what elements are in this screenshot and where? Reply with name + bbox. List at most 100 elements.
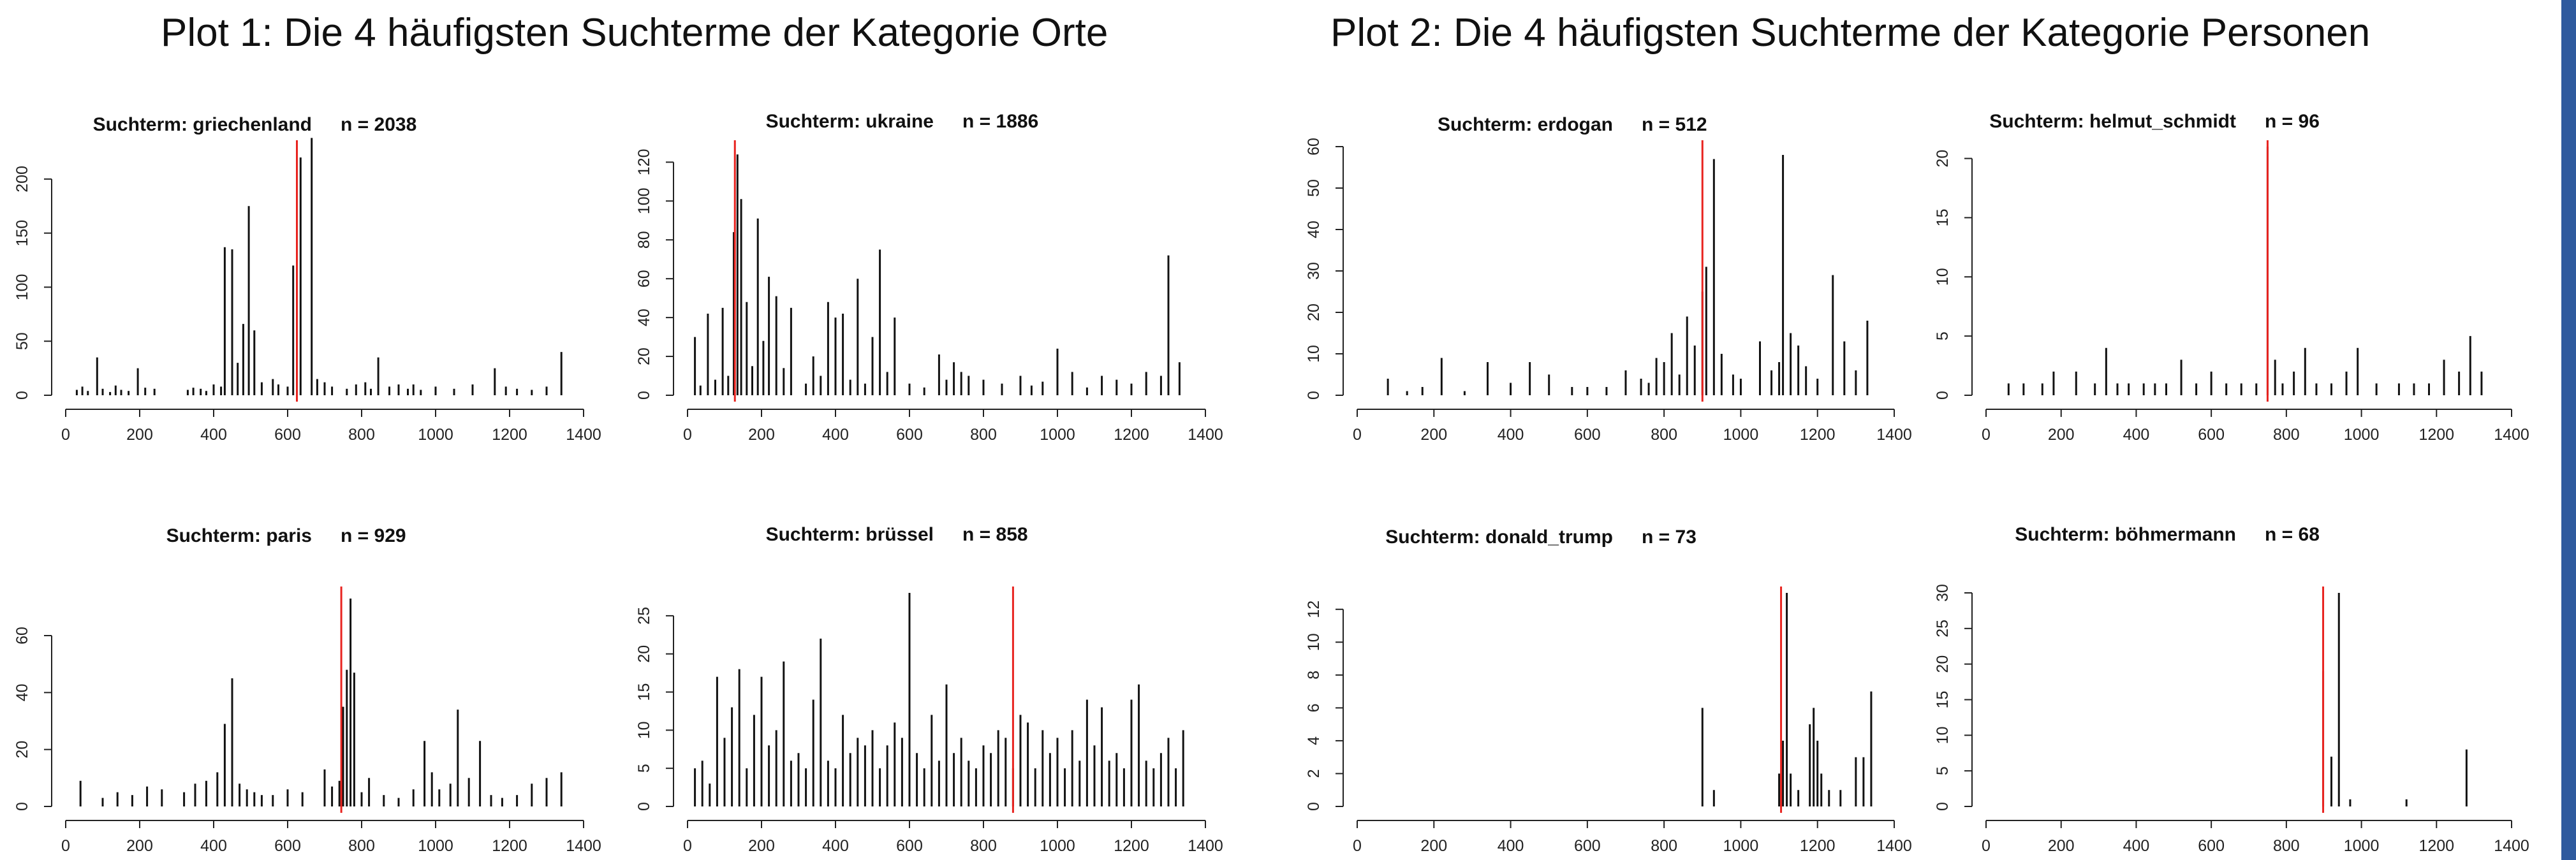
- x-tick-label: 400: [822, 837, 849, 855]
- x-tick-label: 1200: [2418, 426, 2454, 444]
- x-tick-label: 800: [2273, 837, 2300, 855]
- x-tick-label: 800: [348, 426, 375, 444]
- x-tick-label: 1200: [1114, 426, 1149, 444]
- x-tick-label: 1200: [1800, 837, 1836, 855]
- y-tick-label: 100: [635, 187, 653, 214]
- x-tick-label: 0: [1353, 837, 1362, 855]
- chart-panel-donald_trump: Suchterm: donald_trump n = 730 200 400 600 80…: [1305, 527, 1912, 855]
- x-tick-label: 400: [200, 837, 227, 855]
- chart-n-label-donald_trump: n = 73: [1642, 527, 1696, 548]
- y-tick-label: 0: [1305, 802, 1323, 811]
- y-tick-label: 30: [1305, 262, 1323, 280]
- x-tick-label: 200: [748, 426, 775, 444]
- x-tick-label: 400: [1498, 837, 1524, 855]
- x-tick-label: 0: [1982, 426, 1991, 444]
- x-tick-label: 1200: [1800, 426, 1836, 444]
- y-tick-label: 20: [635, 347, 653, 365]
- x-tick-label: 600: [274, 837, 301, 855]
- y-tick-label: 15: [635, 683, 653, 701]
- y-tick-label: 20: [1934, 150, 1952, 168]
- y-tick-label: 40: [1305, 221, 1323, 238]
- x-tick-label: 200: [1420, 837, 1447, 855]
- x-tick-label: 1000: [2344, 837, 2380, 855]
- x-tick-label: 600: [2198, 837, 2225, 855]
- x-tick-label: 600: [1574, 837, 1601, 855]
- y-tick-label: 20: [13, 741, 31, 759]
- y-tick-label: 10: [1305, 633, 1323, 651]
- y-tick-label: 20: [635, 645, 653, 663]
- y-tick-label: 80: [635, 231, 653, 249]
- x-tick-label: 800: [1651, 426, 1677, 444]
- x-tick-label: 1400: [1876, 837, 1912, 855]
- x-tick-label: 800: [1651, 837, 1677, 855]
- y-tick-label: 0: [1934, 802, 1952, 811]
- chart-n-label-ukraine: n = 1886: [962, 111, 1038, 132]
- x-tick-label: 800: [2273, 426, 2300, 444]
- x-tick-label: 1400: [1876, 426, 1912, 444]
- x-tick-label: 1000: [1723, 426, 1759, 444]
- y-tick-label: 15: [1934, 691, 1952, 709]
- x-tick-label: 800: [970, 837, 997, 855]
- x-tick-label: 400: [200, 426, 227, 444]
- chart-n-label-erdogan: n = 512: [1642, 114, 1707, 135]
- group-title-personen: Plot 2: Die 4 häufigsten Suchterme der K…: [1330, 11, 2371, 55]
- x-tick-label: 800: [348, 837, 375, 855]
- chart-panel-griechenland: Suchterm: griechenland n = 2038 0 200 400 600…: [13, 114, 601, 444]
- chart-title-bruessel: Suchterm: brüssel: [766, 524, 934, 545]
- chart-n-label-paris: n = 929: [341, 525, 406, 546]
- x-tick-label: 1400: [566, 837, 601, 855]
- x-tick-label: 600: [896, 426, 923, 444]
- x-tick-label: 400: [2123, 837, 2150, 855]
- x-tick-label: 1000: [2344, 426, 2380, 444]
- x-tick-label: 400: [1498, 426, 1524, 444]
- x-tick-label: 1400: [566, 426, 601, 444]
- y-tick-label: 20: [1305, 303, 1323, 321]
- chart-panel-boehmermann: Suchterm: böhmermann n = 680 200 400 600 800 1…: [1934, 524, 2529, 855]
- x-tick-label: 1000: [1040, 837, 1075, 855]
- x-tick-label: 1400: [1188, 837, 1223, 855]
- y-tick-label: 10: [1934, 726, 1952, 744]
- x-tick-label: 600: [896, 837, 923, 855]
- y-tick-label: 12: [1305, 601, 1323, 618]
- y-tick-label: 0: [635, 391, 653, 400]
- x-tick-label: 1400: [1188, 426, 1223, 444]
- y-tick-label: 50: [13, 332, 31, 350]
- x-tick-label: 0: [61, 426, 70, 444]
- x-tick-label: 1000: [418, 426, 453, 444]
- y-tick-label: 60: [1305, 138, 1323, 156]
- y-tick-label: 10: [635, 721, 653, 739]
- y-tick-label: 120: [635, 149, 653, 176]
- chart-title-paris: Suchterm: paris: [166, 525, 312, 546]
- y-tick-label: 5: [1934, 332, 1952, 340]
- group-title-orte: Plot 1: Die 4 häufigsten Suchterme der K…: [161, 11, 1108, 55]
- y-tick-label: 6: [1305, 703, 1323, 712]
- x-tick-label: 0: [683, 837, 692, 855]
- y-tick-label: 50: [1305, 179, 1323, 197]
- y-tick-label: 60: [635, 270, 653, 288]
- y-tick-label: 40: [635, 309, 653, 326]
- y-tick-label: 25: [635, 607, 653, 625]
- y-tick-label: 5: [635, 764, 653, 773]
- chart-panel-helmut_schmidt: Suchterm: helmut_schmidt n = 960 200 400 600…: [1934, 111, 2529, 444]
- y-tick-label: 10: [1305, 345, 1323, 363]
- x-tick-label: 1400: [2494, 837, 2529, 855]
- y-tick-label: 10: [1934, 268, 1952, 286]
- chart-n-label-boehmermann: n = 68: [2265, 524, 2320, 545]
- x-tick-label: 1400: [2494, 426, 2529, 444]
- x-tick-label: 0: [683, 426, 692, 444]
- y-tick-label: 4: [1305, 736, 1323, 745]
- y-tick-label: 2: [1305, 769, 1323, 778]
- x-tick-label: 600: [2198, 426, 2225, 444]
- chart-title-ukraine: Suchterm: ukraine: [766, 111, 934, 132]
- x-tick-label: 200: [2048, 837, 2075, 855]
- x-tick-label: 600: [1574, 426, 1601, 444]
- y-tick-label: 0: [13, 391, 31, 400]
- sidebar-accent-bar: [2561, 0, 2576, 860]
- y-tick-label: 30: [1934, 584, 1952, 602]
- y-tick-label: 40: [13, 683, 31, 701]
